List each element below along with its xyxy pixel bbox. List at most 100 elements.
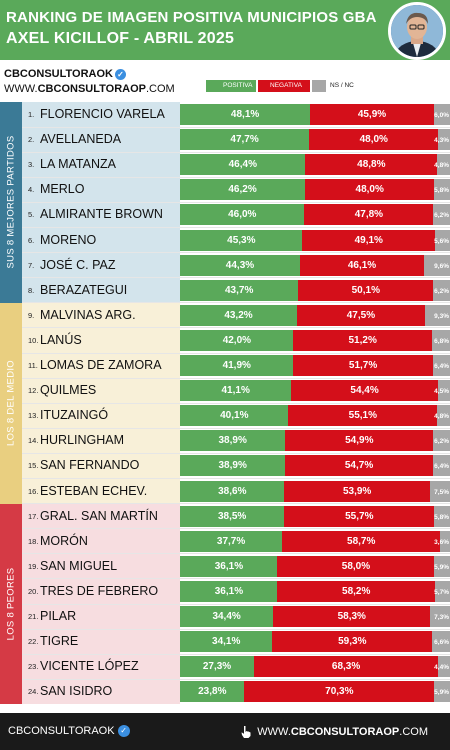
row-divider (22, 151, 450, 153)
municipality-name: BERAZATEGUI (40, 282, 128, 297)
municipality-name: HURLINGHAM (40, 433, 125, 448)
table-row: 7. JOSÉ C. PAZ 44,3% 46,1% 9,6% (22, 253, 450, 278)
data-label: 34,1% (212, 636, 241, 648)
rank-number: 16. (28, 486, 39, 496)
bar-positiva: 47,7% (180, 129, 309, 151)
data-label: 58,0% (341, 560, 371, 572)
bar-negativa: 49,1% (302, 229, 435, 251)
data-label: 27,3% (202, 661, 232, 673)
row-divider (22, 452, 450, 454)
chart-title: RANKING DE IMAGEN POSITIVA MUNICIPIOS GB… (6, 9, 377, 26)
pointer-hand-icon (241, 726, 251, 738)
bar-nsnc: 5,8% (434, 179, 450, 201)
rank-number: 1. (28, 110, 35, 119)
data-label: 4,4% (434, 664, 449, 672)
data-label: 7,3% (434, 614, 449, 621)
data-label: 5,9% (434, 689, 449, 697)
rank-number: 14. (28, 436, 39, 446)
bar-negativa: 55,1% (288, 405, 438, 427)
table-row: 4. MERLO 46,2% 48,0% 5,8% (22, 177, 450, 202)
bar-negativa: 50,1% (297, 279, 434, 301)
brand-website[interactable]: WWW.CBCONSULTORAOP.COM (4, 83, 175, 95)
table-row: 13. ITUZAINGÓ 40,1% 55,1% 4,8% (22, 403, 450, 428)
data-label: 6,6% (434, 639, 449, 647)
bar-nsnc: 5,9% (434, 681, 450, 703)
data-label: 58,3% (337, 611, 366, 622)
municipality-name: SAN FERNANDO (40, 458, 140, 473)
data-label: 47,5% (346, 309, 376, 321)
data-label: 38,9% (218, 435, 247, 447)
header-banner: RANKING DE IMAGEN POSITIVA MUNICIPIOS GB… (0, 0, 450, 60)
rank-number: 13. (28, 411, 39, 421)
table-row: 11. LOMAS DE ZAMORA 41,9% 51,7% 6,4% (22, 353, 450, 378)
data-label: 68,3% (331, 661, 361, 673)
row-divider (22, 126, 450, 128)
bar-positiva: 44,3% (180, 254, 300, 276)
bar-positiva: 43,2% (180, 304, 297, 326)
data-label: 3,6% (434, 538, 449, 546)
bar-negativa: 58,2% (277, 580, 435, 602)
brand-handle: CBCONSULTORAOK ✓ (4, 68, 126, 80)
portrait-photo (388, 2, 446, 60)
data-label: 4,8% (434, 413, 449, 421)
data-label: 55,1% (348, 410, 377, 422)
bar-positiva: 48,1% (180, 104, 310, 125)
rank-number: 4. (28, 185, 35, 195)
data-label: 4,5% (434, 388, 449, 396)
data-label: 41,1% (221, 385, 250, 397)
footer-website[interactable]: WWW.CBCONSULTORAOP.COM (239, 725, 428, 739)
rank-number: 9. (28, 310, 35, 320)
bar-nsnc: 6,6% (432, 631, 450, 653)
table-row: 18. MORÓN 37,7% 58,7% 3,6% (22, 529, 450, 554)
data-label: 58,7% (347, 535, 376, 547)
rank-number: 19. (28, 561, 39, 571)
data-label: 6,2% (434, 438, 449, 446)
data-label: 4,3% (434, 137, 449, 145)
group-label: SUS 8 MEJORES PARTIDOS (5, 135, 17, 269)
bar-negativa: 51,7% (293, 355, 433, 376)
row-divider (22, 478, 450, 479)
bar-positiva: 46,0% (180, 204, 305, 226)
bar-negativa: 46,1% (299, 254, 425, 276)
data-label: 49,1% (354, 234, 383, 246)
data-label: 38,6% (218, 485, 247, 497)
bar-negativa: 48,0% (308, 129, 439, 151)
bar-positiva: 46,2% (180, 179, 305, 201)
bar-positiva: 41,1% (180, 380, 291, 402)
data-label: 50,1% (351, 284, 380, 296)
municipality-name: PILAR (40, 609, 77, 623)
table-row: 20. TRES DE FEBRERO 36,1% 58,2% 5,7% (22, 579, 450, 604)
data-label: 45,9% (357, 109, 387, 120)
bar-nsnc: 3,6% (434, 530, 450, 552)
footer-handle: CBCONSULTORAOK ✓ (8, 725, 130, 738)
row-divider (22, 352, 450, 354)
bar-nsnc: 4,3% (434, 129, 450, 151)
data-label: 5,8% (434, 187, 449, 195)
municipality-name: TIGRE (40, 634, 79, 649)
table-row: 2. AVELLANEDA 47,7% 48,0% 4,3% (22, 127, 450, 152)
row-divider (22, 402, 450, 404)
data-label: 46,0% (228, 209, 257, 221)
data-label: 36,1% (214, 560, 244, 572)
data-label: 54,9% (345, 435, 374, 447)
row-divider (22, 377, 450, 379)
data-label: 41,9% (222, 360, 251, 371)
data-label: 38,5% (217, 510, 247, 522)
data-label: 36,1% (214, 585, 244, 597)
data-label: 59,3% (338, 636, 367, 648)
legend-swatch-nsnc (312, 80, 326, 92)
municipality-name: ESTEBAN ECHEV. (40, 483, 148, 498)
municipality-name: FLORENCIO VARELA (40, 107, 165, 121)
municipality-name: JOSÉ C. PAZ (40, 257, 116, 272)
municipality-name: GRAL. SAN MARTÍN (40, 508, 158, 523)
bar-positiva: 37,7% (180, 530, 282, 552)
municipality-name: MORENO (40, 232, 97, 247)
bar-negativa: 53,9% (284, 480, 430, 502)
row-divider (22, 302, 450, 304)
bar-nsnc: 6,2% (433, 430, 450, 452)
rank-number: 11. (28, 361, 38, 370)
data-label: 47,8% (354, 209, 384, 221)
bar-negativa: 70,3% (244, 681, 435, 703)
row-divider (22, 252, 450, 254)
data-label: 5,6% (434, 237, 449, 245)
